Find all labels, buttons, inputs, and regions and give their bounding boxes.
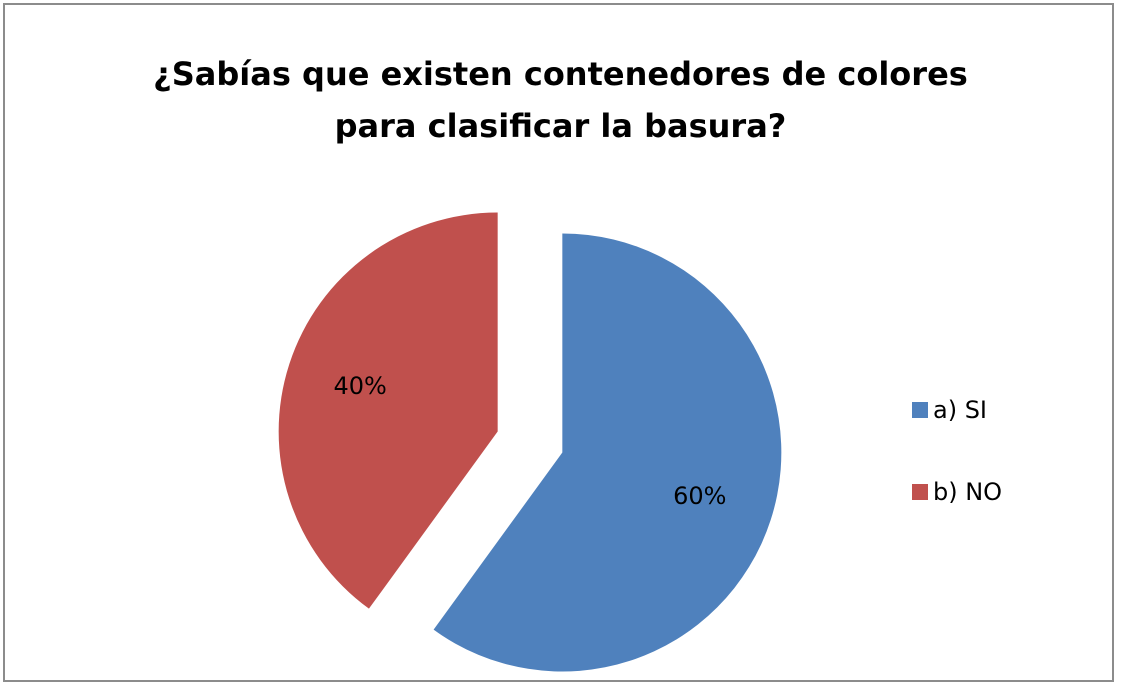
pie-slice-si [433,233,782,672]
legend-label-si: a) SI [933,396,988,424]
data-label-no: 40% [334,372,387,400]
chart-title: ¿Sabías que existen contenedores de colo… [0,48,1121,152]
legend-item-si: a) SI [912,395,1002,425]
legend-item-no: b) NO [912,477,1002,507]
chart-title-line-1: ¿Sabías que existen contenedores de colo… [153,55,968,93]
chart-legend: a) SI b) NO [912,395,1002,559]
pie-slice-no [278,212,498,609]
legend-swatch-no [912,484,928,500]
chart-title-line-2: para clasificar la basura? [334,107,787,145]
legend-swatch-si [912,402,928,418]
legend-label-no: b) NO [933,478,1003,506]
data-label-si: 60% [673,482,726,510]
